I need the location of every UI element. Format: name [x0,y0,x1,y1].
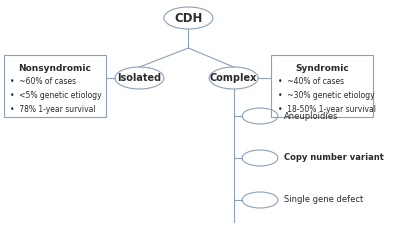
Text: •  <5% genetic etiology: • <5% genetic etiology [10,91,102,100]
Text: CDH: CDH [174,12,203,24]
Text: Copy number variant: Copy number variant [284,154,384,163]
Text: •  ~60% of cases: • ~60% of cases [10,77,76,86]
Text: Complex: Complex [210,73,257,83]
Text: Syndromic: Syndromic [295,64,349,73]
Text: Isolated: Isolated [117,73,162,83]
FancyBboxPatch shape [271,55,373,117]
Text: •  ~40% of cases: • ~40% of cases [278,77,344,86]
Text: Single gene defect: Single gene defect [284,196,363,205]
FancyBboxPatch shape [4,55,106,117]
Text: •  78% 1-year survival: • 78% 1-year survival [10,105,96,114]
Text: •  ~30% genetic etiology: • ~30% genetic etiology [278,91,374,100]
Text: Aneuploidies: Aneuploidies [284,111,338,120]
Text: Nonsyndromic: Nonsyndromic [18,64,91,73]
Text: •  18-50% 1-year survival: • 18-50% 1-year survival [278,105,376,114]
